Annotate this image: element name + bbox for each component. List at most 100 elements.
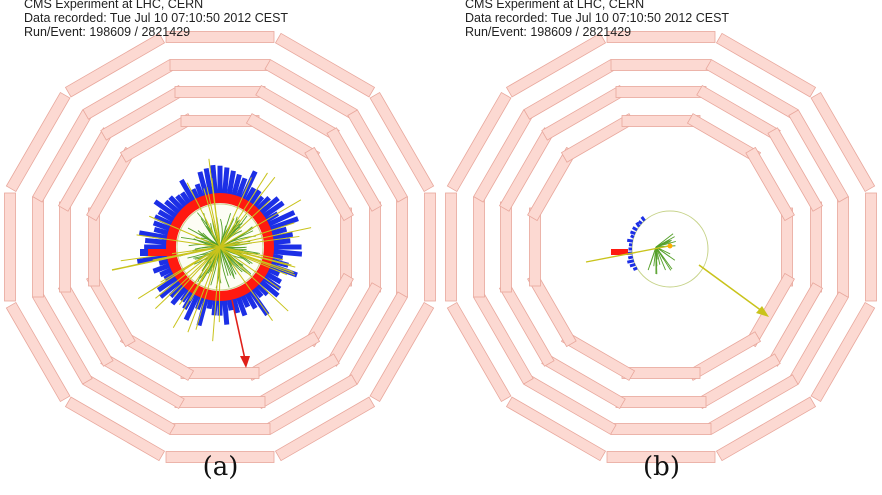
jet-line: [219, 246, 284, 261]
muon-chamber: [606, 451, 716, 463]
track: [655, 236, 675, 248]
panel-caption-a: (a): [202, 452, 239, 482]
hcal-tower: [629, 263, 636, 268]
hcal-tower: [239, 170, 258, 201]
hcal-tower: [153, 199, 179, 220]
hcal-tower: [251, 195, 265, 209]
muon-chamber: [169, 423, 271, 435]
hcal-tower: [255, 196, 271, 212]
hcal-tower: [183, 293, 201, 321]
event-a: [4, 31, 436, 463]
met-arrow-head: [240, 356, 250, 368]
hcal-tower: [271, 238, 291, 245]
jet-line: [189, 246, 221, 302]
hcal-tower: [152, 262, 172, 274]
jet-line: [219, 246, 294, 274]
hcal-tower: [261, 200, 285, 220]
muon-chamber: [837, 196, 849, 298]
ecal-spike: [140, 249, 172, 256]
muon-chamber: [326, 127, 383, 212]
hcal-tower: [168, 282, 185, 299]
ecal-spike: [611, 249, 628, 255]
hcal-tower: [263, 270, 282, 285]
jet-line: [219, 246, 289, 312]
jet-line: [203, 188, 221, 248]
muon-chamber: [788, 109, 849, 203]
lepton-line: [585, 245, 670, 263]
jet-line: [219, 200, 271, 248]
event-b: [445, 31, 877, 463]
event-info-a: CMS Experiment at LHC, CERN Data recorde…: [24, 0, 288, 39]
track: [647, 246, 657, 271]
muon-chamber: [615, 86, 707, 98]
hcal-tower: [255, 282, 270, 297]
recorded-date-label: Data recorded: Tue Jul 10 07:10:50 2012 …: [24, 11, 289, 25]
muon-chamber: [767, 127, 824, 212]
hcal-tower: [210, 164, 218, 196]
jet-line: [212, 246, 221, 342]
muon-chamber: [810, 91, 876, 193]
muon-chamber: [304, 146, 354, 222]
muon-chamber: [505, 396, 607, 462]
hcal-tower: [266, 266, 281, 277]
muon-chamber: [810, 301, 876, 403]
hcal-tower: [138, 230, 170, 241]
hcal-spike: [140, 249, 148, 256]
hcal-tower: [164, 199, 182, 216]
track: [200, 237, 221, 248]
muon-chamber: [810, 201, 822, 293]
hcal-tower: [144, 237, 169, 245]
muon-chamber: [715, 396, 817, 462]
muon-chamber: [64, 32, 166, 98]
jet-line: [149, 215, 221, 248]
jet-line: [179, 246, 221, 305]
muon-chamber: [165, 31, 275, 43]
jet-line: [187, 246, 221, 333]
muon-chamber: [705, 374, 799, 435]
hcal-tower: [158, 278, 182, 299]
muon-chamber: [446, 301, 512, 403]
met-arrow: [231, 299, 247, 365]
jet-line: [219, 177, 252, 248]
hcal-tower: [266, 210, 296, 228]
lepton-line: [111, 246, 221, 271]
muon-chamber: [369, 91, 435, 193]
jet-line: [219, 235, 300, 248]
jet-line: [219, 222, 295, 248]
panel-caption-b: (b): [643, 452, 680, 482]
recorded-date-label: Data recorded: Tue Jul 10 07:10:50 2012 …: [465, 11, 730, 25]
hcal-tower: [632, 226, 638, 232]
hcal-tower: [170, 285, 189, 306]
track: [655, 246, 661, 265]
hcal-tower: [629, 230, 636, 235]
muon-chamber: [174, 86, 266, 98]
hcal-tower: [196, 296, 209, 327]
hcal-tower: [157, 209, 177, 224]
hcal-tower: [136, 253, 170, 265]
muon-chamber: [264, 374, 358, 435]
jet-line: [219, 246, 280, 289]
muon-chamber: [473, 291, 534, 385]
muon-chamber: [523, 374, 617, 435]
hcal-tower: [203, 167, 214, 197]
jet-line: [219, 246, 296, 268]
run-event-label: Run/Event: 198609 / 2821429: [465, 25, 632, 39]
event-display-panel-a: CMS Experiment at LHC, CERN Data recorde…: [4, 0, 436, 482]
muon-chamber: [610, 59, 712, 71]
hcal-tower: [222, 167, 230, 196]
muon-chamber: [446, 91, 512, 193]
jet-line: [208, 158, 221, 248]
muon-chamber: [59, 201, 71, 293]
hcal-tower: [627, 255, 634, 260]
muon-chamber: [424, 192, 436, 302]
hcal-tower: [195, 295, 205, 311]
hcal-tower: [243, 290, 258, 310]
hcal-tower: [194, 183, 205, 199]
muon-chamber: [500, 201, 512, 293]
jet-line: [195, 246, 221, 330]
muon-chamber: [82, 374, 176, 435]
hcal-tower: [153, 226, 171, 236]
muon-chamber: [347, 291, 408, 385]
muon-chamber: [32, 196, 44, 298]
muon-chamber: [473, 109, 534, 203]
